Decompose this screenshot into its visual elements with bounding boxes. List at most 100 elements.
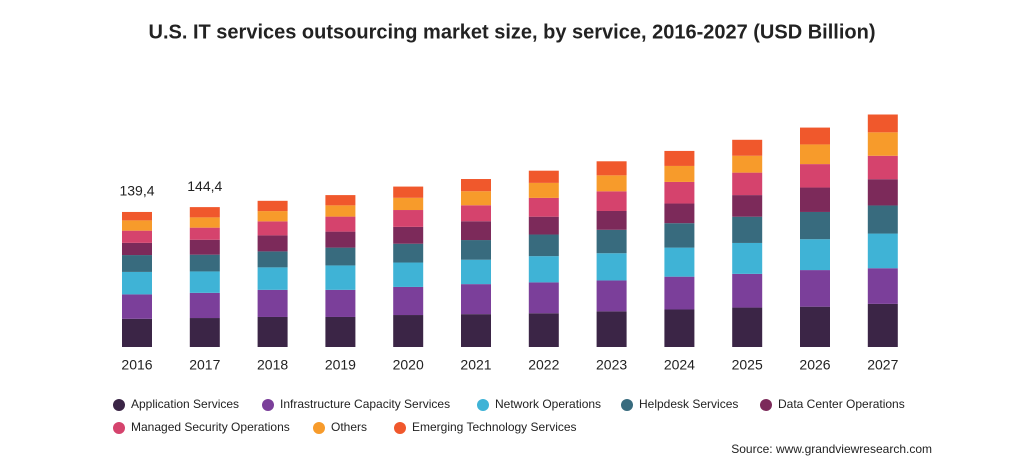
bar-segment <box>325 289 356 317</box>
bar-segment <box>393 197 424 211</box>
bar-segment <box>596 191 627 211</box>
bar-segment <box>732 242 763 274</box>
bar-segment <box>528 282 559 314</box>
bar-segment <box>325 247 356 266</box>
bar-segment <box>867 132 898 156</box>
bar-segment <box>800 239 830 271</box>
legend-marker <box>113 399 125 411</box>
x-tick-label: 2020 <box>393 357 424 373</box>
bar-segment <box>867 179 898 206</box>
bar-segment <box>257 221 288 236</box>
x-tick-label: 2023 <box>596 357 627 373</box>
bar-segment <box>664 309 695 347</box>
bar-segment <box>189 292 220 319</box>
x-tick-label: 2019 <box>325 357 356 373</box>
bar-segment <box>528 234 559 257</box>
bar-segment <box>732 195 763 217</box>
bar-segment <box>528 313 559 347</box>
legend-label: Managed Security Operations <box>131 420 290 434</box>
bar-segment <box>393 186 424 198</box>
total-label: 139,4 <box>119 183 154 199</box>
bar-segment <box>393 286 424 316</box>
bar-segment <box>800 144 830 165</box>
bar-segment <box>189 254 220 272</box>
bar-segment <box>393 243 424 263</box>
bar-segment <box>732 216 763 243</box>
bar-segment <box>257 200 288 212</box>
bar-segment <box>664 203 695 224</box>
bar-segment <box>461 314 491 347</box>
bar-segment <box>461 179 491 192</box>
bar-segment <box>596 161 627 176</box>
bar-segment <box>732 307 763 347</box>
legend-marker <box>262 399 274 411</box>
legend-label: Data Center Operations <box>778 397 905 411</box>
bar-segment <box>122 220 152 231</box>
bar-segment <box>800 306 830 347</box>
bar-segment <box>325 265 356 290</box>
x-tick-label: 2027 <box>867 357 898 373</box>
bar-segment <box>257 211 288 222</box>
bar-segment <box>325 195 356 206</box>
legend-marker <box>394 422 406 434</box>
x-tick-label: 2024 <box>664 357 695 373</box>
bar-segment <box>528 170 559 183</box>
legend-label: Others <box>331 420 367 434</box>
bar-segment <box>528 216 559 235</box>
x-tick-label: 2016 <box>121 357 152 373</box>
bar-segment <box>461 221 491 241</box>
bar-segment <box>800 270 830 307</box>
bar-segment <box>189 227 220 240</box>
bar-segment <box>257 235 288 252</box>
bar-segment <box>189 318 220 347</box>
bar-segment <box>325 216 356 232</box>
bar-segment <box>596 253 627 281</box>
bar-segment <box>664 165 695 182</box>
bar-segment <box>596 210 627 230</box>
bar-segment <box>596 229 627 254</box>
bar-segment <box>122 294 152 319</box>
bar-segment <box>257 289 288 317</box>
bar-segment <box>325 316 356 347</box>
bar-segment <box>800 164 830 188</box>
bar-segment <box>325 231 356 248</box>
bar-segment <box>528 256 559 283</box>
bar-segment <box>257 267 288 290</box>
bar-segment <box>257 316 288 347</box>
legend-marker <box>760 399 772 411</box>
bar-segment <box>189 217 220 228</box>
bar-segment <box>393 262 424 287</box>
bar-segment <box>732 139 763 156</box>
bar-segment <box>122 318 152 347</box>
legend-label: Application Services <box>131 397 239 411</box>
bar-segment <box>189 239 220 255</box>
x-tick-label: 2022 <box>528 357 559 373</box>
bar-segment <box>122 242 152 256</box>
bar-segment <box>461 284 491 315</box>
bar-segment <box>461 191 491 206</box>
bar-segment <box>596 311 627 347</box>
bar-segment <box>393 210 424 227</box>
bar-segment <box>596 175 627 192</box>
bar-segment <box>867 155 898 180</box>
bar-segment <box>664 181 695 204</box>
bar-segment <box>122 230 152 243</box>
bar-segment <box>257 251 288 268</box>
bar-segment <box>461 240 491 260</box>
bar-segment <box>528 182 559 198</box>
legend-label: Helpdesk Services <box>639 397 738 411</box>
bar-segment <box>800 187 830 212</box>
bar-segment <box>800 127 830 145</box>
bar-segment <box>867 233 898 269</box>
bar-segment <box>596 280 627 312</box>
bar-segment <box>664 150 695 166</box>
bar-segment <box>325 205 356 217</box>
bar-segment <box>528 197 559 217</box>
bar-segment <box>664 223 695 248</box>
bar-segment <box>122 211 152 221</box>
legend-marker <box>313 422 325 434</box>
bar-segment <box>867 268 898 304</box>
x-tick-label: 2026 <box>799 357 830 373</box>
x-tick-label: 2017 <box>189 357 220 373</box>
